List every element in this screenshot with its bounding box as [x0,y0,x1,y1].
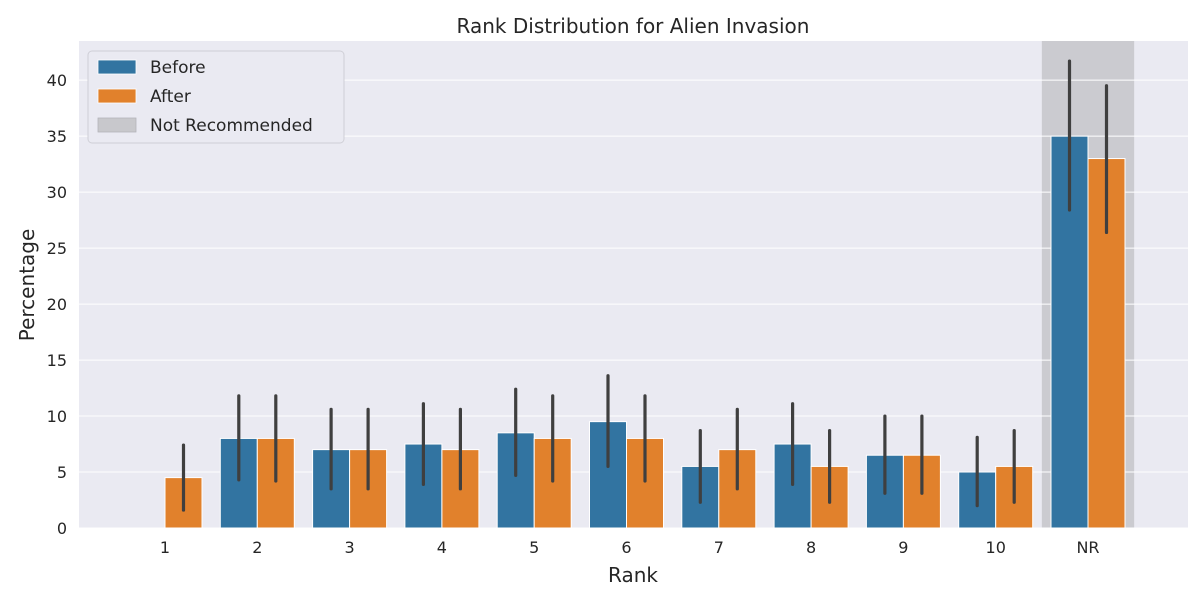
legend-label-before: Before [150,58,206,78]
y-tick-label: 15 [47,351,67,370]
x-tick-label: 5 [529,538,539,557]
y-tick-label: 30 [47,183,67,202]
x-tick-label: NR [1076,538,1099,557]
x-tick-label: 7 [714,538,724,557]
legend-swatch-before [97,59,137,75]
x-tick-label: 9 [898,538,908,557]
legend-label-not-recommended: Not Recommended [150,116,313,136]
x-tick-label: 8 [806,538,816,557]
legend-swatch-not-recommended [97,117,137,133]
x-tick-label: 1 [160,538,170,557]
y-tick-label: 25 [47,239,67,258]
chart-title: Rank Distribution for Alien Invasion [457,14,810,38]
y-tick-label: 0 [57,519,67,538]
legend-label-after: After [150,87,191,107]
legend-swatch-after [97,88,137,104]
legend: Before After Not Recommended [87,50,345,144]
y-tick-label: 5 [57,463,67,482]
y-tick-label: 35 [47,127,67,146]
x-axis-label: Rank [608,563,658,587]
y-tick-label: 20 [47,295,67,314]
y-axis-label: Percentage [15,229,39,342]
x-tick-label: 6 [621,538,631,557]
y-axis-ticks: 0 5 10 15 20 25 30 35 40 [47,71,67,538]
y-tick-label: 40 [47,71,67,90]
legend-box [87,50,345,144]
x-tick-label: 10 [986,538,1006,557]
x-tick-label: 4 [437,538,447,557]
y-tick-label: 10 [47,407,67,426]
x-tick-label: 3 [345,538,355,557]
error-bars [181,59,1109,512]
x-tick-label: 2 [252,538,262,557]
x-axis-ticks: 1 2 3 4 5 6 7 8 9 10 NR [160,538,1100,557]
